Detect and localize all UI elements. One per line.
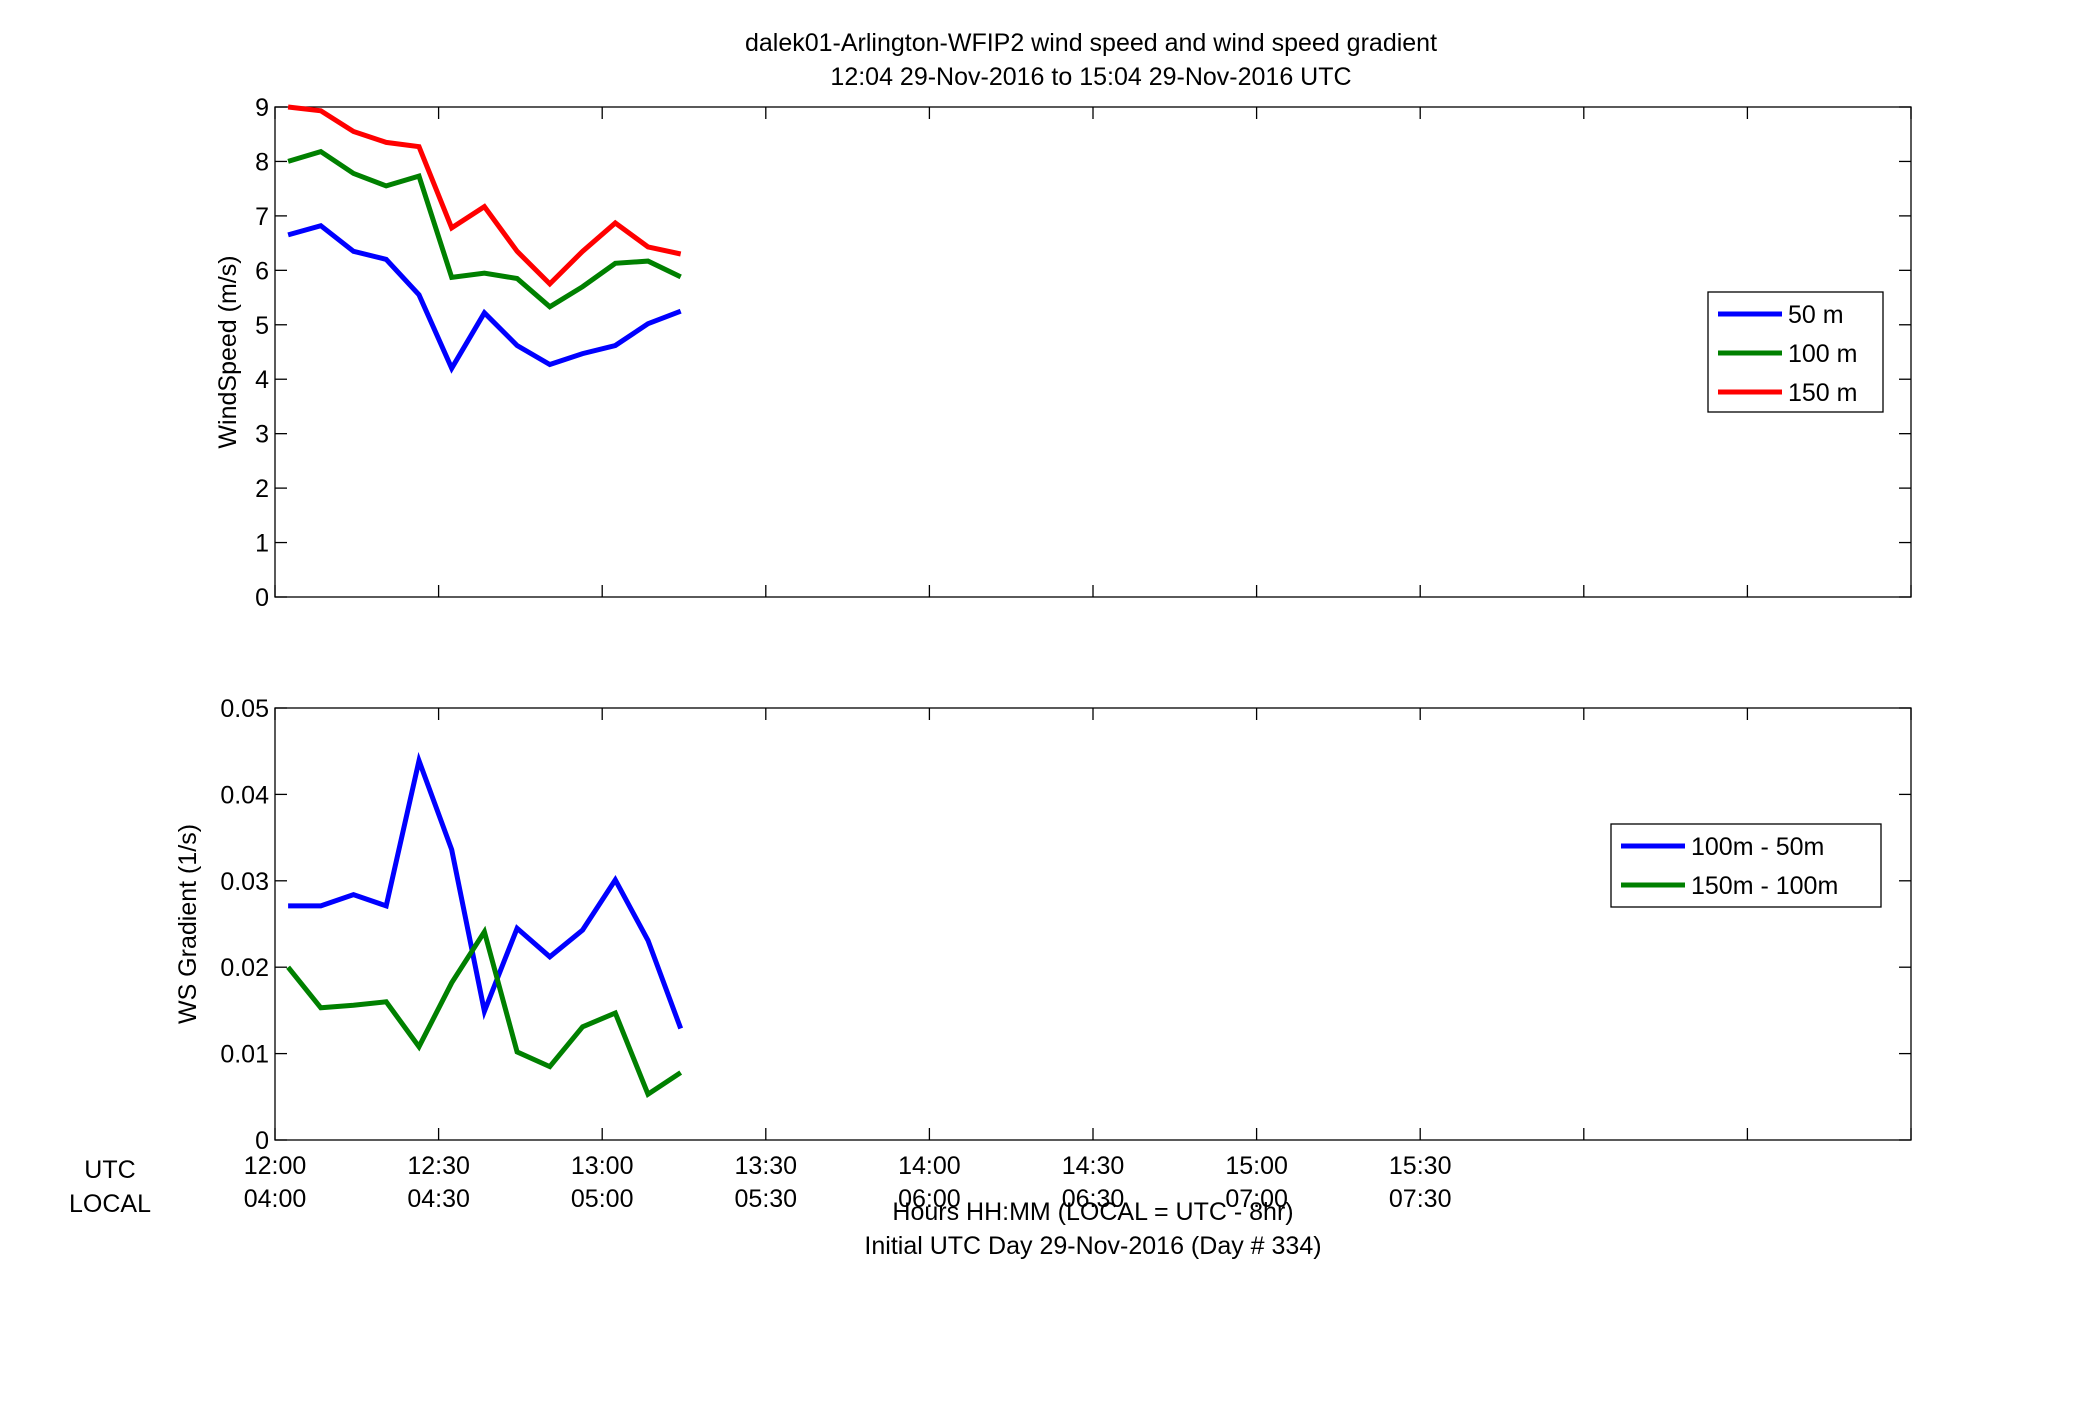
windspeed-legend-label: 50 m	[1788, 301, 1844, 329]
utc-row-label: UTC	[84, 1156, 135, 1184]
gradient-y-tick-label: 0.01	[220, 1041, 269, 1069]
x-tick-label-utc: 13:00	[571, 1152, 634, 1180]
windspeed-x-ticks	[274, 107, 1912, 597]
gradient-legend-label: 150m - 100m	[1691, 872, 1838, 900]
x-tick-label-local: 06:30	[1062, 1185, 1125, 1213]
windspeed-y-tick-label: 3	[255, 421, 269, 449]
gradient-x-ticks	[274, 708, 1912, 1140]
x-axis-label-line1: Hours HH:MM (LOCAL = UTC - 8hr)	[892, 1198, 1293, 1226]
x-tick-labels-utc: 12:00 12:30 13:00 13:30 14:00 14:30 15:00 15:30	[244, 1152, 1452, 1180]
x-tick-label-local: 05:30	[735, 1185, 798, 1213]
windspeed-legend-label: 150 m	[1788, 379, 1857, 407]
windspeed-y-tick-label: 4	[255, 366, 269, 394]
x-tick-labels-local: 04:00 04:30 05:00 05:30 06:00 06:30 07:00 07:30	[244, 1185, 1452, 1213]
windspeed-y-tick-label: 9	[255, 94, 269, 122]
gradient-axes: 00.010.020.030.040.05 WS Gradient (1/s) …	[174, 695, 1912, 1155]
windspeed-series-line	[287, 104, 682, 288]
windspeed-series-lines	[287, 104, 682, 374]
x-tick-label-utc: 12:00	[244, 1152, 307, 1180]
windspeed-y-ticks: 0 1 2 3 4 5 6 7 8 9	[255, 94, 1911, 612]
windspeed-series-line	[287, 148, 682, 310]
windspeed-y-tick-label: 5	[255, 312, 269, 340]
windspeed-y-tick-label: 1	[255, 530, 269, 558]
x-tick-label-local: 04:30	[407, 1185, 470, 1213]
x-axis-label-line2: Initial UTC Day 29-Nov-2016 (Day # 334)	[864, 1232, 1321, 1260]
gradient-y-tick-label: 0.03	[220, 868, 269, 896]
x-tick-label-utc: 13:30	[735, 1152, 798, 1180]
x-tick-label-local: 05:00	[571, 1185, 634, 1213]
gradient-series-lines	[286, 751, 684, 1098]
gradient-plot-area	[274, 707, 1912, 1141]
gradient-series-line	[286, 925, 683, 1098]
windspeed-legend-label: 100 m	[1788, 340, 1857, 368]
gradient-y-ticks: 0 0.01 0.02 0.03 0.04 0.05	[220, 695, 1911, 1155]
windspeed-y-tick-label: 2	[255, 475, 269, 503]
x-tick-label-utc: 12:30	[407, 1152, 470, 1180]
x-tick-label-local: 04:00	[244, 1185, 307, 1213]
windspeed-y-tick-label: 6	[255, 257, 269, 285]
gradient-legend: 100m - 50m 150m - 100m	[1610, 823, 1882, 908]
gradient-y-tick-label: 0	[255, 1127, 269, 1155]
gradient-y-axis-label: WS Gradient (1/s)	[174, 824, 202, 1024]
x-tick-label-utc: 15:30	[1389, 1152, 1452, 1180]
x-tick-label-local: 06:00	[898, 1185, 961, 1213]
chart-title-line1: dalek01-Arlington-WFIP2 wind speed and w…	[745, 29, 1437, 57]
windspeed-plot-area	[274, 106, 1912, 598]
windspeed-legend: 50 m 100 m 150 m	[1707, 291, 1884, 413]
x-tick-label-utc: 14:00	[898, 1152, 961, 1180]
gradient-y-tick-label: 0.04	[220, 781, 269, 809]
chart-title-line2: 12:04 29-Nov-2016 to 15:04 29-Nov-2016 U…	[830, 63, 1351, 91]
windspeed-y-tick-label: 0	[255, 584, 269, 612]
windspeed-y-tick-label: 8	[255, 148, 269, 176]
x-tick-label-utc: 14:30	[1062, 1152, 1125, 1180]
windspeed-y-tick-label: 7	[255, 203, 269, 231]
gradient-series-line	[288, 751, 684, 1030]
gradient-y-tick-label: 0.02	[220, 954, 269, 982]
gradient-y-tick-label: 0.05	[220, 695, 269, 723]
gradient-legend-label: 100m - 50m	[1691, 833, 1824, 861]
windspeed-series-line	[287, 222, 682, 374]
local-row-label: LOCAL	[69, 1190, 151, 1218]
gradient-legend-box	[1610, 823, 1882, 908]
x-tick-label-utc: 15:00	[1225, 1152, 1288, 1180]
windspeed-axes: 0 1 2 3 4 5 6 7 8 9 WindSpeed (m/s) 50 m 100 m 150 …	[214, 94, 1912, 612]
windspeed-y-axis-label: WindSpeed (m/s)	[214, 255, 242, 448]
x-tick-label-local: 07:00	[1225, 1185, 1288, 1213]
x-tick-label-local: 07:30	[1389, 1185, 1452, 1213]
